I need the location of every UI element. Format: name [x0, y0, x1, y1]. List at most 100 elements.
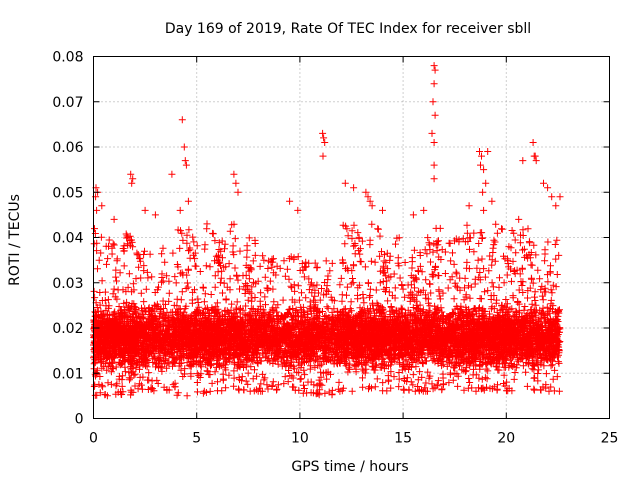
- data-point: [222, 384, 230, 392]
- data-point: [102, 342, 109, 350]
- data-point: [107, 368, 115, 376]
- data-point: [117, 306, 125, 314]
- data-point: [129, 388, 137, 396]
- data-point: [91, 294, 99, 302]
- data-point: [274, 301, 282, 309]
- data-point: [112, 273, 120, 281]
- data-point: [257, 289, 265, 297]
- data-point: [323, 286, 331, 294]
- data-point: [348, 227, 356, 235]
- data-point: [242, 377, 250, 385]
- data-point: [125, 270, 133, 278]
- data-point: [95, 256, 103, 264]
- data-point: [211, 283, 219, 291]
- data-point: [122, 230, 130, 238]
- data-point: [200, 298, 208, 306]
- data-point: [158, 278, 165, 286]
- data-point: [104, 337, 112, 345]
- data-point: [158, 250, 166, 258]
- data-point: [116, 322, 124, 330]
- data-point: [199, 389, 207, 397]
- data-point: [116, 353, 124, 361]
- data-point: [105, 352, 112, 359]
- data-point: [240, 386, 248, 394]
- data-point: [144, 274, 152, 282]
- data-point: [354, 229, 362, 237]
- data-point: [108, 317, 116, 325]
- data-point: [103, 260, 110, 268]
- data-point: [110, 343, 118, 351]
- data-point: [120, 262, 128, 270]
- data-point: [127, 329, 135, 337]
- data-point: [90, 383, 98, 390]
- data-point: [96, 301, 104, 309]
- data-point: [101, 360, 109, 368]
- data-point: [91, 225, 98, 233]
- data-point: [94, 265, 101, 273]
- data-point: [96, 328, 103, 336]
- data-point: [366, 293, 373, 301]
- data-point: [113, 319, 121, 327]
- data-point: [101, 325, 109, 332]
- data-point: [135, 263, 143, 271]
- data-point: [328, 259, 336, 267]
- data-point: [201, 290, 209, 298]
- data-point: [177, 366, 185, 374]
- data-point: [193, 242, 201, 250]
- data-point: [115, 372, 123, 380]
- data-point: [154, 380, 162, 387]
- data-point: [101, 288, 109, 296]
- data-point: [120, 242, 128, 250]
- data-point: [192, 262, 200, 270]
- data-point: [259, 252, 267, 260]
- data-point: [113, 277, 120, 285]
- data-point: [216, 279, 224, 287]
- data-point: [231, 264, 239, 272]
- data-point: [326, 267, 334, 275]
- data-point: [261, 273, 269, 281]
- data-point: [128, 288, 136, 296]
- data-point: [140, 251, 148, 258]
- data-point: [140, 267, 148, 275]
- data-point: [93, 247, 101, 255]
- data-point: [99, 311, 107, 318]
- data-point: [98, 381, 106, 389]
- data-point: [269, 378, 277, 386]
- data-point: [145, 369, 153, 377]
- data-point: [243, 253, 251, 261]
- data-point: [116, 339, 123, 347]
- data-point: [107, 380, 115, 388]
- data-point: [245, 275, 253, 283]
- data-point: [104, 320, 112, 328]
- data-point: [142, 285, 150, 293]
- data-point: [213, 299, 221, 307]
- data-point: [125, 356, 133, 364]
- data-point: [108, 244, 116, 252]
- data-point: [196, 268, 204, 275]
- data-point: [229, 242, 237, 250]
- data-point: [366, 241, 374, 249]
- data-point: [372, 286, 380, 294]
- data-point: [257, 380, 265, 388]
- data-point: [324, 304, 332, 312]
- data-point: [365, 385, 372, 393]
- data-point: [208, 379, 216, 387]
- data-point: [194, 295, 202, 303]
- data-point: [298, 289, 305, 297]
- data-point: [182, 285, 190, 292]
- data-point: [285, 275, 293, 283]
- data-point: [350, 261, 357, 269]
- data-point: [90, 240, 98, 248]
- data-point: [93, 391, 101, 399]
- data-point: [321, 389, 329, 397]
- data-point: [91, 321, 99, 329]
- data-point: [148, 273, 156, 281]
- data-point: [186, 246, 194, 254]
- data-point: [90, 347, 98, 355]
- data-point: [371, 258, 379, 266]
- data-point: [138, 385, 146, 393]
- data-point: [343, 291, 350, 299]
- data-point: [98, 277, 106, 285]
- data-point: [184, 265, 192, 273]
- data-point: [104, 255, 112, 263]
